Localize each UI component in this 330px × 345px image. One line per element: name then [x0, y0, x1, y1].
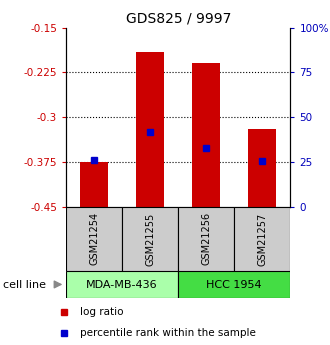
Bar	[234, 207, 290, 271]
Text: MDA-MB-436: MDA-MB-436	[86, 280, 158, 289]
Text: GSM21254: GSM21254	[89, 213, 99, 265]
Title: GDS825 / 9997: GDS825 / 9997	[125, 11, 231, 25]
Text: HCC 1954: HCC 1954	[207, 280, 262, 289]
Bar	[178, 207, 234, 271]
Text: percentile rank within the sample: percentile rank within the sample	[80, 328, 256, 338]
Text: GSM21257: GSM21257	[257, 212, 267, 266]
Bar	[178, 271, 290, 298]
Bar	[66, 271, 178, 298]
Text: GSM21256: GSM21256	[201, 213, 211, 265]
Bar	[248, 129, 277, 207]
Bar	[136, 51, 164, 207]
Text: log ratio: log ratio	[80, 307, 124, 317]
Bar	[66, 207, 122, 271]
Bar	[122, 207, 178, 271]
Bar	[192, 63, 220, 207]
Bar	[80, 162, 108, 207]
Text: GSM21255: GSM21255	[145, 212, 155, 266]
Text: cell line: cell line	[3, 280, 46, 289]
